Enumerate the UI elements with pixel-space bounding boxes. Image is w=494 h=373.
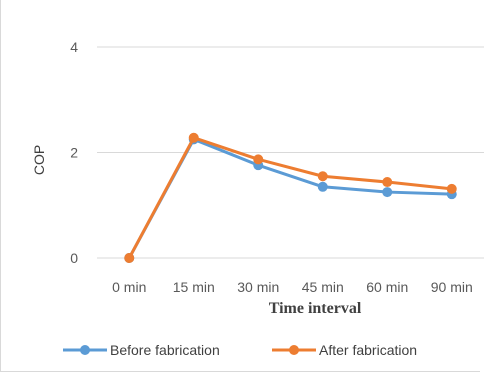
series-line — [127, 137, 452, 259]
legend-marker — [80, 345, 90, 355]
series-line — [127, 136, 452, 259]
legend-label: After fabrication — [319, 342, 417, 358]
y-tick-label: 4 — [70, 39, 78, 55]
data-point — [317, 171, 328, 182]
x-tick-label: 90 min — [431, 279, 473, 295]
chart-frame — [0, 0, 480, 372]
data-point — [124, 253, 135, 263]
data-point — [382, 187, 393, 198]
x-axis-title: Time interval — [269, 300, 362, 317]
legend-marker — [289, 345, 299, 355]
y-tick-labels: 0 2 4 — [70, 39, 78, 266]
x-tick-labels: 0 min 15 min 30 min 45 min 60 min 90 min — [112, 279, 473, 295]
y-tick-label: 2 — [70, 145, 78, 161]
x-tick-label: 30 min — [237, 279, 279, 295]
data-point — [317, 181, 328, 192]
x-tick-label: 0 min — [112, 279, 146, 295]
series-group — [124, 132, 457, 263]
x-tick-label: 45 min — [302, 279, 344, 295]
y-axis-title: COP — [31, 145, 47, 175]
y-tick-label: 0 — [70, 250, 78, 266]
legend-label: Before fabrication — [110, 342, 220, 358]
gridlines — [97, 46, 484, 259]
x-tick-label: 60 min — [366, 279, 408, 295]
legend: Before fabrication After fabrication — [63, 342, 417, 358]
data-point — [253, 154, 264, 165]
data-point — [188, 132, 199, 143]
x-tick-label: 15 min — [173, 279, 215, 295]
data-point — [382, 177, 393, 188]
data-point — [446, 183, 457, 194]
